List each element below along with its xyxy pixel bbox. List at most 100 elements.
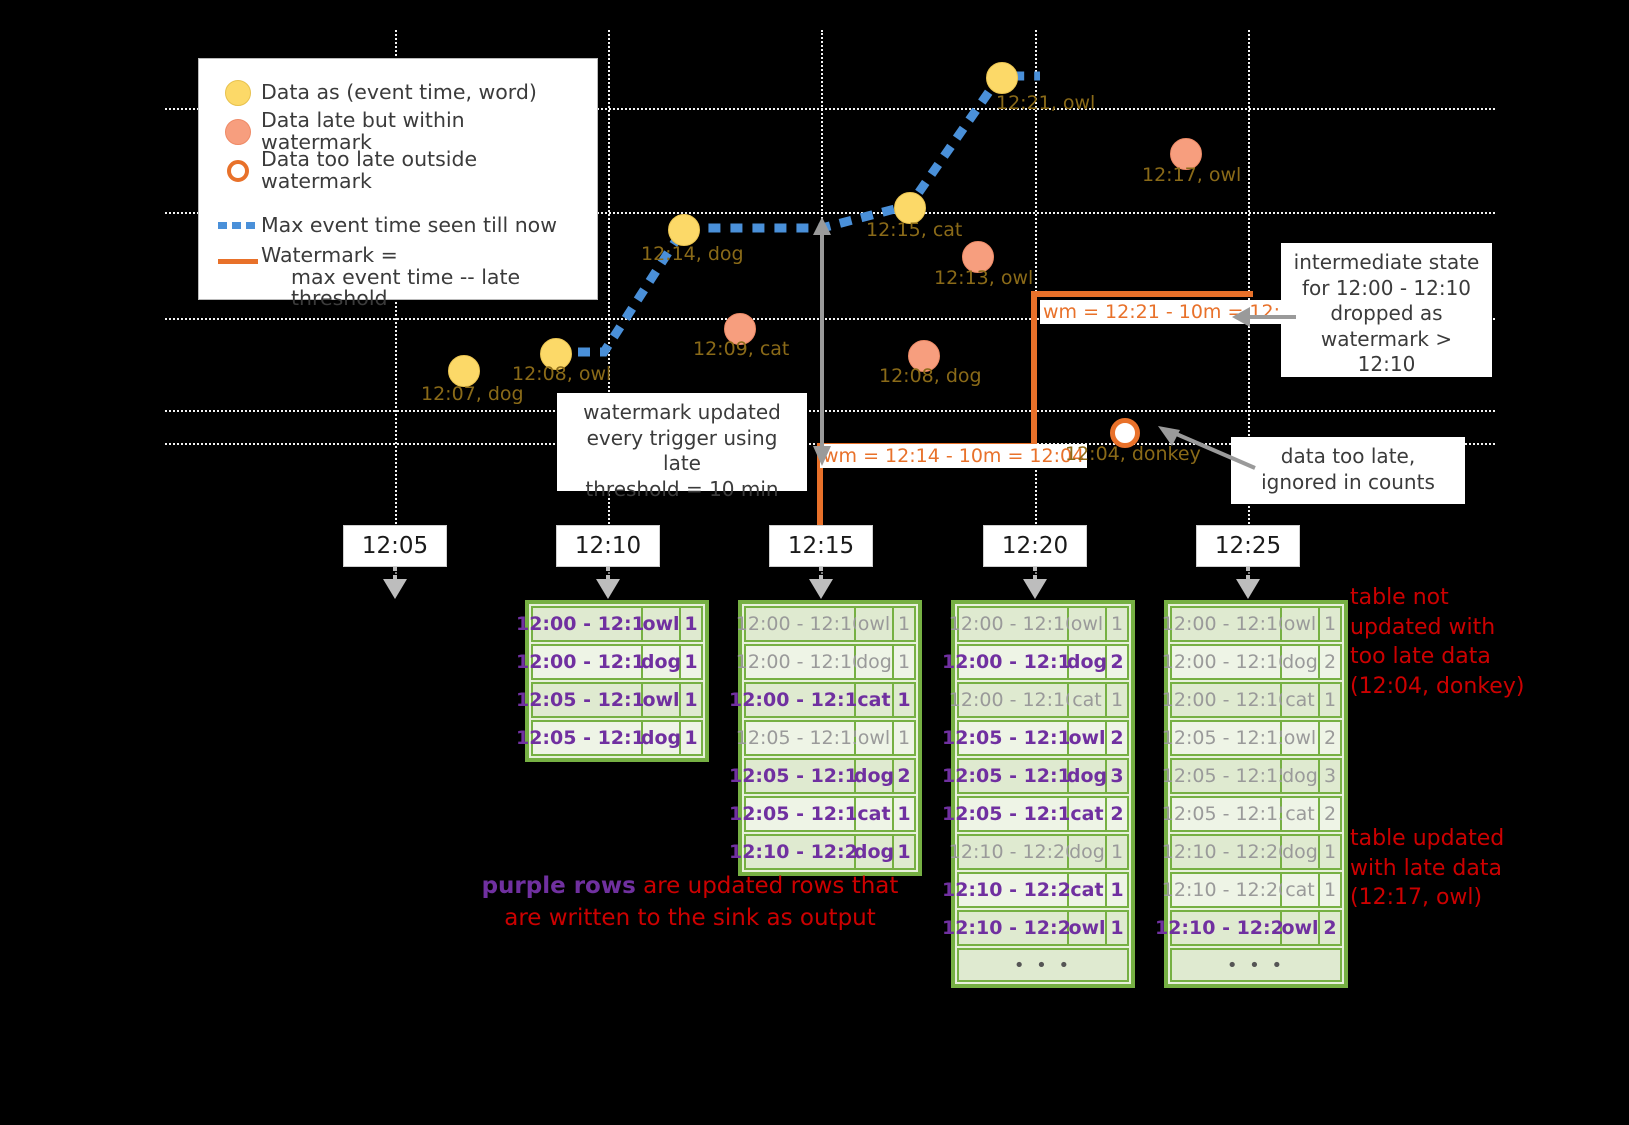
table-cell-word: cat (1282, 872, 1320, 908)
trigger-chip-1210[interactable]: 12:10 (556, 525, 660, 567)
table-cell-count: 1 (1107, 834, 1129, 870)
table-row: 12:05 - 12:15 owl 1 (736, 720, 916, 756)
data-point-label: 12:08, dog (879, 365, 982, 387)
table-cell-count: 1 (1107, 682, 1129, 718)
table-row: 12:05 - 12:15 dog 3 (1162, 758, 1342, 794)
note-updated-late: table updated with late data (12:17, owl… (1350, 826, 1505, 911)
legend-label: Data late but within watermark (261, 107, 465, 154)
data-point-1217-owl[interactable] (1170, 138, 1202, 170)
table-cell-count: 2 (1107, 796, 1129, 832)
table-cell-count: 3 (1107, 758, 1129, 794)
table-row: 12:05 - 12:15 dog 2 (729, 758, 916, 794)
table-row: 12:05 - 12:15 cat 2 (942, 796, 1129, 832)
legend-item-max-event-time: Max event time seen till now (215, 206, 581, 245)
table-cell-window: 12:10 - 12:20 (942, 872, 1084, 908)
table-row: 12:10 - 12:20 dog 1 (729, 834, 916, 870)
table-cell-window: 12:05 - 12:15 (736, 720, 864, 756)
trigger-chip-1205[interactable]: 12:05 (343, 525, 447, 567)
table-cell-count: 2 (1107, 720, 1129, 756)
table-cell-word: dog (1282, 834, 1320, 870)
table-cell-word: cat (1069, 682, 1107, 718)
table-cell-window: 12:00 - 12:10 (1162, 644, 1290, 680)
table-row: 12:10 - 12:20 cat 1 (942, 872, 1129, 908)
table-cell-count: 1 (681, 682, 703, 718)
table-cell-count: 2 (894, 758, 916, 794)
table-cell-word: dog (854, 834, 894, 870)
table-row: 12:10 - 12:20 owl 2 (1155, 910, 1342, 946)
table-row: 12:10 - 12:20 dog 1 (949, 834, 1129, 870)
data-point-1213-owl[interactable] (962, 241, 994, 273)
data-point-1204-donkey[interactable] (1110, 418, 1140, 448)
blue-dashed-line-icon (215, 222, 261, 229)
table-cell-window: 12:10 - 12:20 (1162, 872, 1290, 908)
table-cell-count: 2 (1320, 720, 1342, 756)
data-point-1214-dog[interactable] (668, 214, 700, 246)
table-cell-window: 12:05 - 12:15 (942, 758, 1084, 794)
note-purple-rows-emphasis: purple rows (481, 873, 636, 899)
table-cell-word: cat (1282, 796, 1320, 832)
data-point-label: 12:08, owl (512, 363, 612, 385)
data-point-1208-owl[interactable] (540, 338, 572, 370)
table-cell-word: dog (1069, 834, 1107, 870)
trigger-chip-1215[interactable]: 12:15 (769, 525, 873, 567)
yellow-dot-icon (215, 79, 261, 106)
table-cell-window: 12:05 - 12:15 (516, 720, 658, 756)
table-cell-word: owl (642, 606, 681, 642)
table-cell-word: owl (1281, 910, 1320, 946)
legend-item-on-time: Data as (event time, word) (215, 73, 581, 112)
table-cell-word: owl (642, 682, 681, 718)
callout-watermark-update: watermark updated every trigger using la… (557, 393, 807, 501)
data-point-1209-cat[interactable] (724, 313, 756, 345)
table-cell-window: 12:05 - 12:15 (1162, 758, 1290, 794)
trigger-chip-1220[interactable]: 12:20 (983, 525, 1087, 567)
table-cell-word: cat (1069, 796, 1107, 832)
data-point-1215-cat[interactable] (894, 192, 926, 224)
table-cell-count: 1 (1107, 606, 1129, 642)
table-cell-word: owl (1282, 606, 1320, 642)
table-cell-window: 12:10 - 12:20 (1155, 910, 1297, 946)
legend-item-late-within: Data late but within watermark (215, 107, 581, 154)
table-cell-count: 1 (894, 682, 916, 718)
orange-dot-icon (215, 118, 261, 145)
note-purple-rows: purple rows are updated rows that are wr… (470, 870, 910, 934)
data-point-label: 12:04, donkey (1065, 443, 1201, 465)
table-cell-window: 12:05 - 12:15 (729, 758, 871, 794)
table-cell-count: 1 (894, 606, 916, 642)
legend-item-too-late: Data too late outside watermark (215, 148, 581, 191)
table-cell-word: owl (1068, 910, 1107, 946)
table-cell-window: 12:05 - 12:15 (1162, 796, 1290, 832)
table-cell-window: 12:00 - 12:10 (516, 606, 658, 642)
watermark-step-vertical-left (817, 443, 823, 533)
table-cell-word: cat (1282, 682, 1320, 718)
trigger-chip-1225[interactable]: 12:25 (1196, 525, 1300, 567)
legend-item-watermark: Watermark = max event time -- late thres… (215, 244, 581, 310)
table-row: 12:00 - 12:10 cat 1 (1162, 682, 1342, 718)
table-row: 12:05 - 12:15 dog 3 (942, 758, 1129, 794)
result-table-1210: 12:00 - 12:10 owl 1 12:00 - 12:10 dog 1 12:05 … (516, 600, 709, 762)
table-cell-count: 1 (894, 720, 916, 756)
table-row: 12:05 - 12:15 owl 1 (516, 682, 703, 718)
table-cell-word: dog (1282, 758, 1320, 794)
table-row: 12:05 - 12:15 owl 2 (1162, 720, 1342, 756)
data-point-1208-dog[interactable] (908, 340, 940, 372)
table-cell-count: 2 (1107, 644, 1129, 680)
table-ellipsis-row: • • • (957, 948, 1129, 982)
table-row: 12:00 - 12:10 cat 1 (949, 682, 1129, 718)
table-cell-count: 1 (1320, 834, 1342, 870)
legend: Data as (event time, word) Data late but… (198, 58, 598, 309)
table-row: 12:05 - 12:15 dog 1 (516, 720, 703, 756)
table-cell-window: 12:00 - 12:10 (516, 644, 658, 680)
legend-label: Max event time seen till now (261, 212, 557, 237)
watermark-label-1204: wm = 12:14 - 10m = 12:04 (820, 444, 1088, 468)
table-row: 12:00 - 12:10 dog 1 (736, 644, 916, 680)
legend-label: Data as (event time, word) (261, 79, 537, 104)
watermark-label-1211: wm = 12:21 - 10m = 12:11 (1040, 300, 1308, 324)
table-cell-count: 1 (1107, 872, 1129, 908)
data-point-1207-dog[interactable] (448, 355, 480, 387)
data-point-1221-owl[interactable] (986, 62, 1018, 94)
table-row: 12:00 - 12:10 dog 1 (516, 644, 703, 680)
table-cell-count: 2 (1320, 644, 1342, 680)
table-row: 12:00 - 12:10 owl 1 (516, 606, 703, 642)
table-cell-window: 12:00 - 12:10 (1162, 606, 1290, 642)
